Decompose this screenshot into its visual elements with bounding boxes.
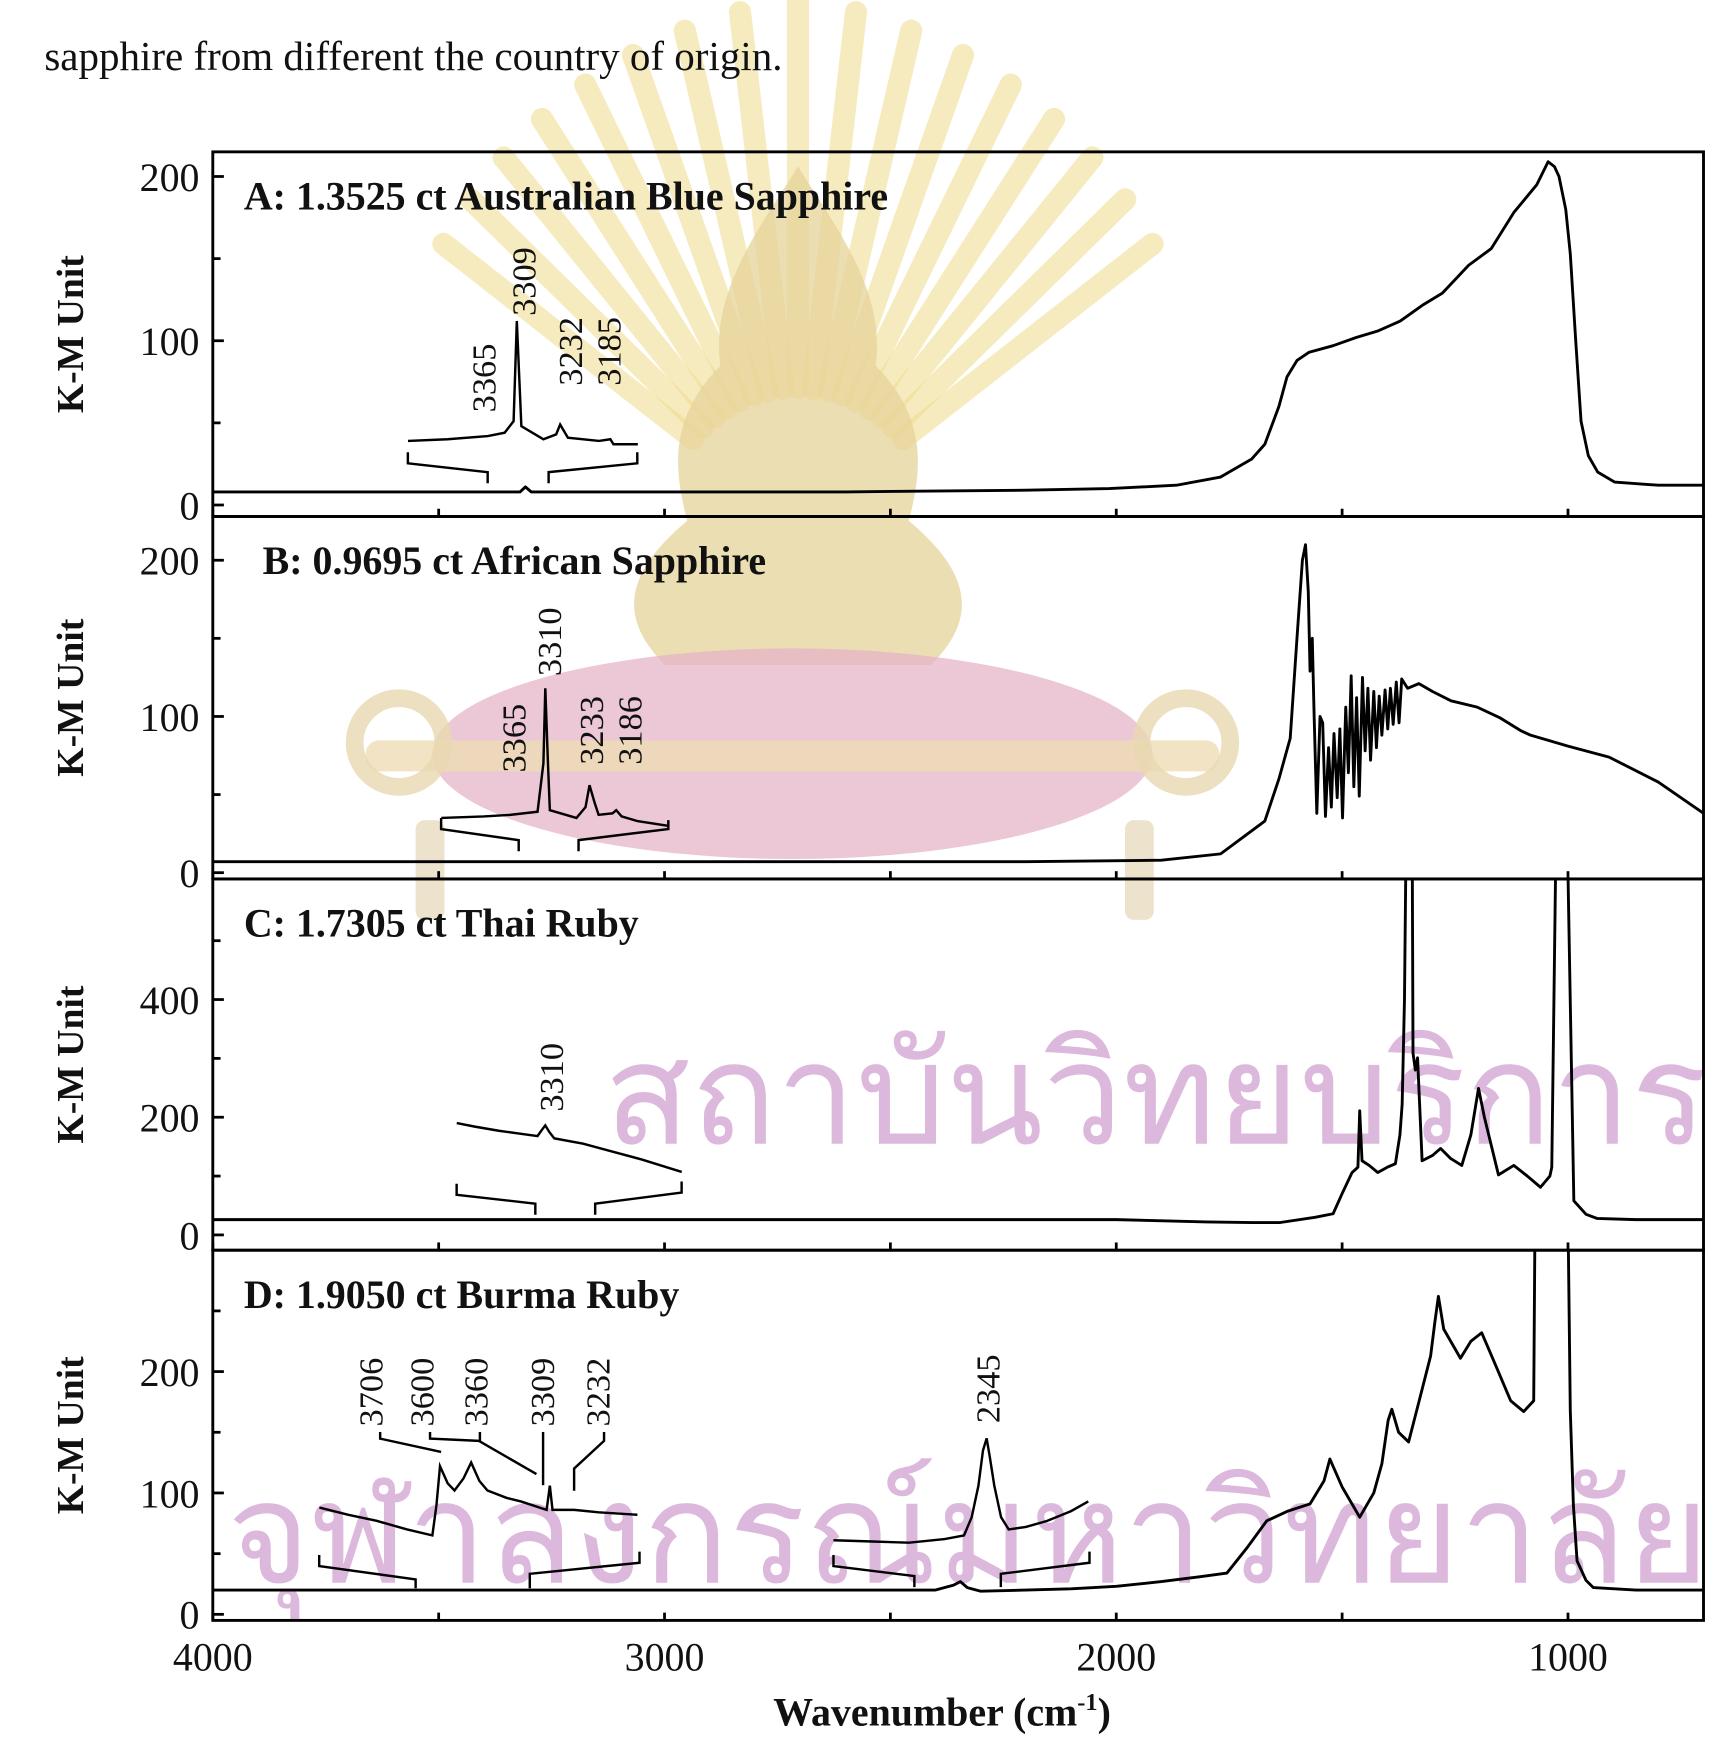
watermark-text-line2: จุฬาลงกรณ์มหาวิทยาลัย xyxy=(227,1452,1709,1621)
y-tick-label: 0 xyxy=(180,851,200,896)
panel-d: 0 100 200 D: 1.9050 ct Burma Ruby K-M Unit 37… xyxy=(50,1248,1705,1638)
plot-area xyxy=(212,160,1704,494)
peak-label: 3365 xyxy=(465,344,503,413)
inset-spectrum-line-2 xyxy=(833,1437,1089,1544)
emblem-ray xyxy=(574,73,751,413)
y-tick-label: 0 xyxy=(180,1593,200,1638)
inset-spectrum-line xyxy=(407,320,638,446)
x-axis-title-close: ) xyxy=(1098,1690,1111,1735)
peak-label: 3232 xyxy=(580,1358,618,1427)
emblem-crown xyxy=(634,166,962,666)
spectrum-line xyxy=(212,160,1704,494)
spectrum-line xyxy=(212,878,1704,1224)
inset-bracket xyxy=(999,1551,1091,1588)
peak-label: 3233 xyxy=(573,696,611,765)
x-tick-label: 2000 xyxy=(1076,1634,1156,1679)
caption-text: sapphire from different the country of o… xyxy=(44,33,782,79)
panel-c: 0 200 400 C: 1.7305 ct Thai Ruby K-M Unit 331… xyxy=(50,877,1705,1258)
plot-area xyxy=(212,543,1704,864)
spectrum-line xyxy=(212,543,1704,864)
inset-spectrum-line xyxy=(456,1121,683,1174)
x-axis-title: Wavenumber (cm-1) xyxy=(773,1689,1111,1735)
x-tick-label: 1000 xyxy=(1528,1634,1608,1679)
watermark-text-line1: สถาบันวิทยบริการ xyxy=(604,1013,1707,1178)
y-tick-label: 100 xyxy=(140,695,200,740)
emblem-knot-right xyxy=(1132,689,1240,796)
x-axis-title-superscript: -1 xyxy=(1077,1689,1097,1716)
emblem-ray xyxy=(870,146,1104,429)
panel-title: B: 0.9695 ct African Sapphire xyxy=(263,538,766,583)
y-tick-label: 100 xyxy=(140,1471,200,1516)
peak-label: 3309 xyxy=(505,247,543,316)
emblem-ray xyxy=(432,232,705,451)
panel-a: 0 100 200 A: 1.3525 ct Australian Blue Sapp… xyxy=(50,150,1705,528)
spectra-panels: 0 100 200 A: 1.3525 ct Australian Blue Sapp… xyxy=(50,150,1705,1638)
y-tick-label: 200 xyxy=(140,1350,200,1395)
inset-bracket xyxy=(317,1555,417,1589)
inset-bracket xyxy=(428,1431,538,1476)
plot-area xyxy=(212,878,1704,1224)
y-tick-label: 200 xyxy=(140,155,200,200)
emblem-bar xyxy=(365,740,1220,772)
y-tick-label: 0 xyxy=(180,1213,200,1258)
peak-label: 3185 xyxy=(591,317,629,386)
university-emblem-logo xyxy=(345,0,1240,920)
emblem-tassel-right xyxy=(1124,820,1154,920)
peak-label: 3365 xyxy=(495,704,533,773)
inset-bracket xyxy=(572,1431,606,1491)
emblem-ray xyxy=(845,73,1022,413)
inset-bracket xyxy=(439,817,520,852)
emblem-ray xyxy=(530,107,738,420)
spectrum-line xyxy=(212,1250,1704,1593)
y-tick-label: 100 xyxy=(140,319,200,364)
y-axis-title: K-M Unit xyxy=(50,618,92,776)
y-axis-title: K-M Unit xyxy=(50,985,92,1143)
peak-label: 3310 xyxy=(531,607,569,676)
panel-title: C: 1.7305 ct Thai Ruby xyxy=(244,901,639,946)
inset-bracket xyxy=(455,1183,537,1215)
inset-spectrum-line xyxy=(441,688,669,828)
y-tick-label: 0 xyxy=(180,483,200,528)
x-tick-label: 4000 xyxy=(173,1634,253,1679)
emblem-knot-left xyxy=(345,689,453,796)
x-tick-label: 3000 xyxy=(625,1634,705,1679)
emblem-ray xyxy=(492,146,726,429)
inset-bracket xyxy=(406,452,489,484)
inset-bracket xyxy=(547,452,639,484)
peak-label: 3310 xyxy=(533,1043,571,1112)
panel-title: D: 1.9050 ct Burma Ruby xyxy=(244,1272,680,1317)
peak-label: 3186 xyxy=(612,696,650,765)
emblem-ray xyxy=(459,188,715,439)
university-watermark: สถาบันวิทยบริการ จุฬาลงกรณ์มหาวิทยาลัย xyxy=(227,0,1710,1621)
inset-bracket xyxy=(832,1555,916,1588)
x-axis-title-main: Wavenumber (cm xyxy=(773,1690,1077,1735)
inset-bracket xyxy=(593,1181,683,1215)
peak-label: 3232 xyxy=(552,317,590,386)
panel-frame xyxy=(211,1248,1705,1622)
peak-label: 3600 xyxy=(403,1358,441,1427)
inset-bracket xyxy=(577,820,670,852)
emblem-ray xyxy=(891,232,1164,451)
peak-label: 3706 xyxy=(352,1358,390,1427)
emblem-ray xyxy=(858,107,1066,420)
y-axis-title: K-M Unit xyxy=(50,1356,92,1514)
emblem-ray xyxy=(881,188,1137,439)
inset-bracket xyxy=(378,1431,442,1454)
peak-label: 3360 xyxy=(458,1358,496,1427)
y-tick-label: 200 xyxy=(140,539,200,584)
y-axis-title: K-M Unit xyxy=(50,255,92,413)
y-tick-label: 400 xyxy=(140,978,200,1023)
panel-title: A: 1.3525 ct Australian Blue Sapphire xyxy=(244,173,888,218)
peak-label: 3309 xyxy=(524,1358,562,1427)
y-tick-label: 200 xyxy=(140,1096,200,1141)
inset-spectrum-line xyxy=(319,1459,638,1537)
x-axis: 4000 3000 2000 1000 xyxy=(173,1634,1608,1679)
plot-area xyxy=(212,1250,1704,1593)
emblem-tassel-left xyxy=(415,820,445,920)
inset-bracket xyxy=(528,1551,641,1589)
peak-label: 2345 xyxy=(970,1354,1008,1423)
